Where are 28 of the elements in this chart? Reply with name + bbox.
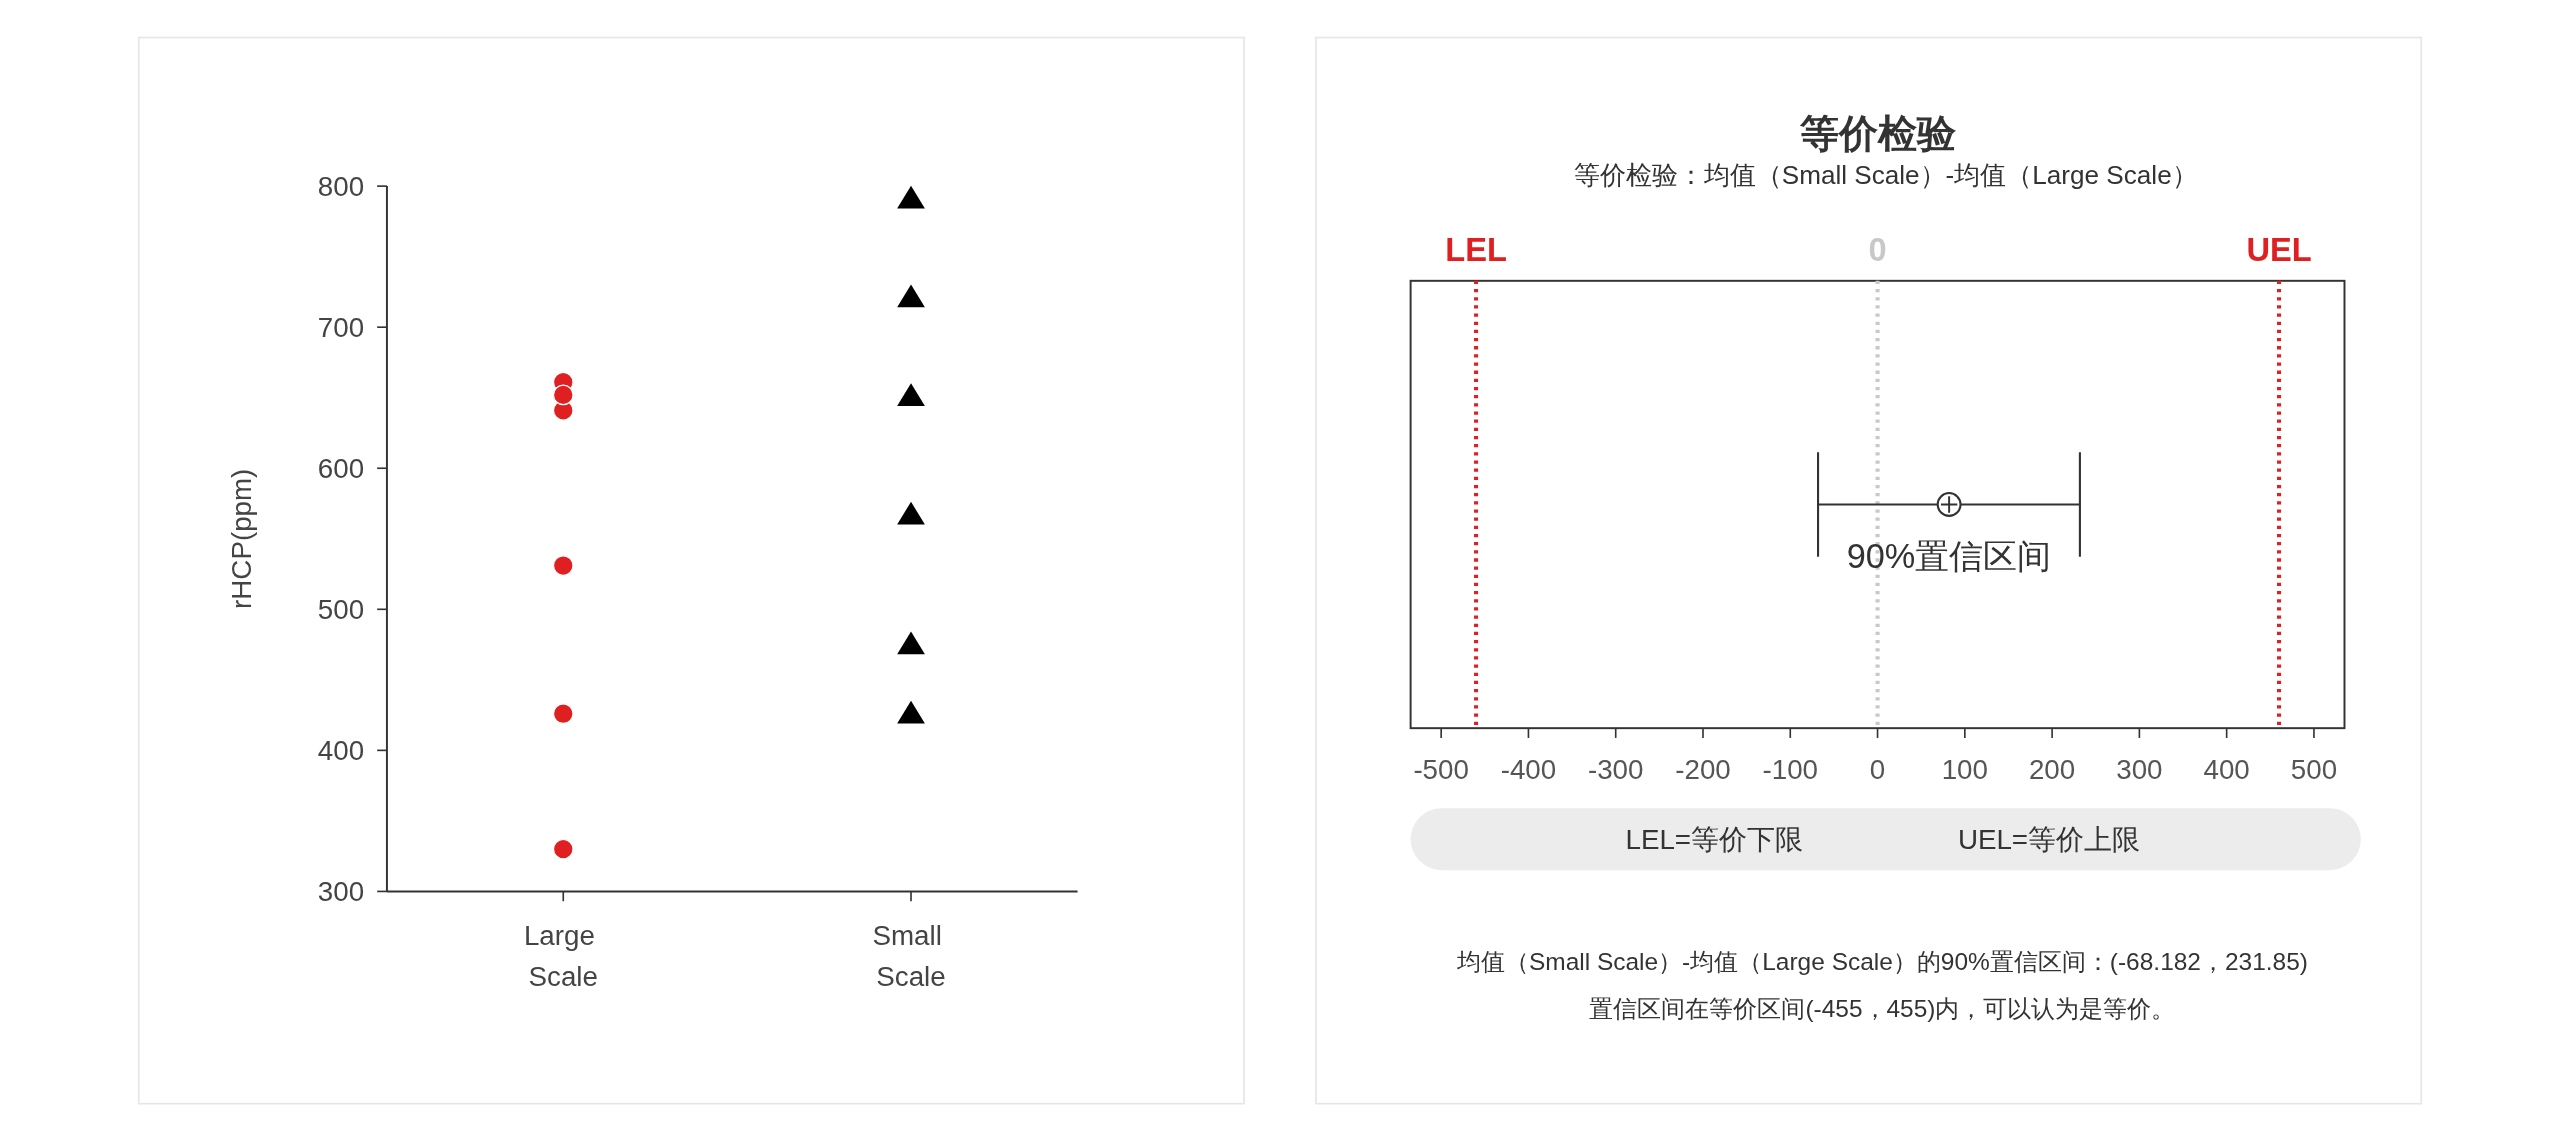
x-tick-label: 200	[2028, 753, 2076, 785]
x-tick-label: 300	[2116, 753, 2163, 785]
text: UEL=等价上限	[1957, 823, 2141, 855]
x-tick-label: 100	[1941, 753, 1988, 785]
x-tick-label: -500	[1413, 753, 1469, 785]
x-tick-label: -300	[1587, 753, 1644, 785]
x-tick-label: -100	[1762, 753, 1819, 785]
y-axis-title: rHCP(ppm)	[226, 468, 258, 609]
y-tick-label: 800	[317, 170, 365, 202]
text: 置信区间在等价区间(-455，455)内，可以认为是等价。	[1589, 995, 2176, 1023]
y-tick-label: 300	[317, 876, 365, 908]
x-tick-label: 0	[1869, 753, 1886, 785]
y-tick-label: 600	[317, 453, 365, 485]
chart-subtitle: 等价检验：均值（Small Scale）-均值（Large Scale）	[1573, 160, 2198, 191]
y-tick-label: 500	[317, 594, 365, 626]
x-tick-label: -400	[1500, 753, 1557, 785]
text: 均值（Small Scale）-均值（Large Scale）的90%置信区间：(-68.182，231.85)	[1455, 947, 2308, 975]
x-tick-label: Small Scale	[872, 920, 950, 993]
x-tick-label: 400	[2203, 753, 2250, 785]
x-tick-label: 500	[2290, 753, 2338, 785]
text: LEL=等价下限	[1625, 823, 1804, 855]
x-tick-label: Large Scale	[523, 920, 603, 993]
y-tick-label: 700	[317, 311, 365, 343]
chart-title: 等价检验	[1798, 111, 1957, 155]
x-tick-label: -200	[1675, 753, 1731, 785]
ref-line-label: UEL	[2246, 231, 2312, 269]
ref-line-label: LEL	[1445, 231, 1507, 269]
annotation: 90%置信区间	[1846, 537, 2052, 576]
